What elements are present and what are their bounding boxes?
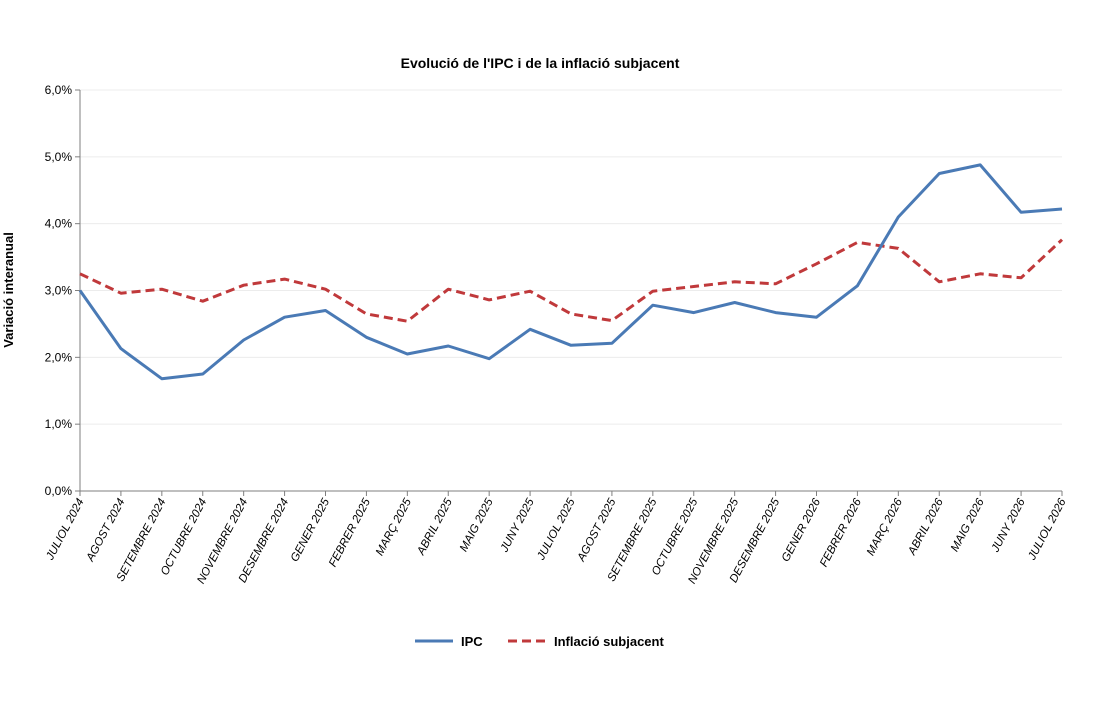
x-tick-label: JUNY 2026 bbox=[989, 496, 1028, 555]
axes bbox=[75, 89, 1063, 496]
x-tick-label: OCTUBRE 2025 bbox=[650, 496, 701, 577]
y-tick-label: 1,0% bbox=[45, 417, 73, 431]
series bbox=[78, 163, 1064, 381]
y-tick-label: 3,0% bbox=[45, 284, 73, 298]
y-tick-label: 5,0% bbox=[45, 150, 73, 164]
x-tick-label: FEBRER 2026 bbox=[818, 496, 864, 569]
x-tick-label: MAIG 2026 bbox=[949, 496, 987, 554]
x-tick-label: GENER 2025 bbox=[289, 496, 333, 564]
y-tick-label: 2,0% bbox=[45, 350, 73, 364]
chart-title: Evolució de l'IPC i de la inflació subja… bbox=[401, 55, 680, 71]
x-tick-label: FEBRER 2025 bbox=[327, 496, 373, 569]
series-line-ipc bbox=[78, 163, 1063, 381]
x-tick-label: MARÇ 2025 bbox=[374, 496, 414, 557]
y-tick-label: 0,0% bbox=[45, 484, 73, 498]
y-axis-ticks: 0,0% 1,0% 2,0% 3,0% 4,0% 5,0% 6,0% bbox=[45, 83, 73, 498]
series-line-inflacio-subjacent bbox=[79, 238, 1064, 323]
legend: IPC Inflació subjacent bbox=[415, 634, 664, 649]
x-tick-label: JULIOL 2026 bbox=[1026, 496, 1069, 563]
x-tick-label: JUNY 2025 bbox=[498, 496, 537, 555]
y-tick-label: 6,0% bbox=[45, 83, 73, 97]
x-tick-label: GENER 2026 bbox=[780, 496, 824, 564]
x-tick-label: MARÇ 2026 bbox=[865, 496, 905, 557]
y-axis-label: Variació interanual bbox=[1, 232, 16, 348]
legend-label-inflacio-subjacent: Inflació subjacent bbox=[554, 634, 664, 649]
x-tick-label: JULIOL 2025 bbox=[535, 496, 578, 563]
x-tick-label: ABRIL 2026 bbox=[906, 496, 946, 558]
x-tick-label: OCTUBRE 2024 bbox=[159, 497, 210, 578]
y-tick-label: 4,0% bbox=[45, 217, 73, 231]
grid bbox=[80, 89, 1062, 425]
x-tick-label: AGOST 2024 bbox=[84, 497, 127, 564]
legend-label-ipc: IPC bbox=[461, 634, 483, 649]
x-tick-label: ABRIL 2025 bbox=[415, 496, 455, 558]
x-tick-label: JULIOL 2024 bbox=[44, 497, 87, 563]
x-tick-label: MAIG 2025 bbox=[458, 496, 496, 554]
x-tick-label: AGOST 2025 bbox=[575, 496, 619, 564]
